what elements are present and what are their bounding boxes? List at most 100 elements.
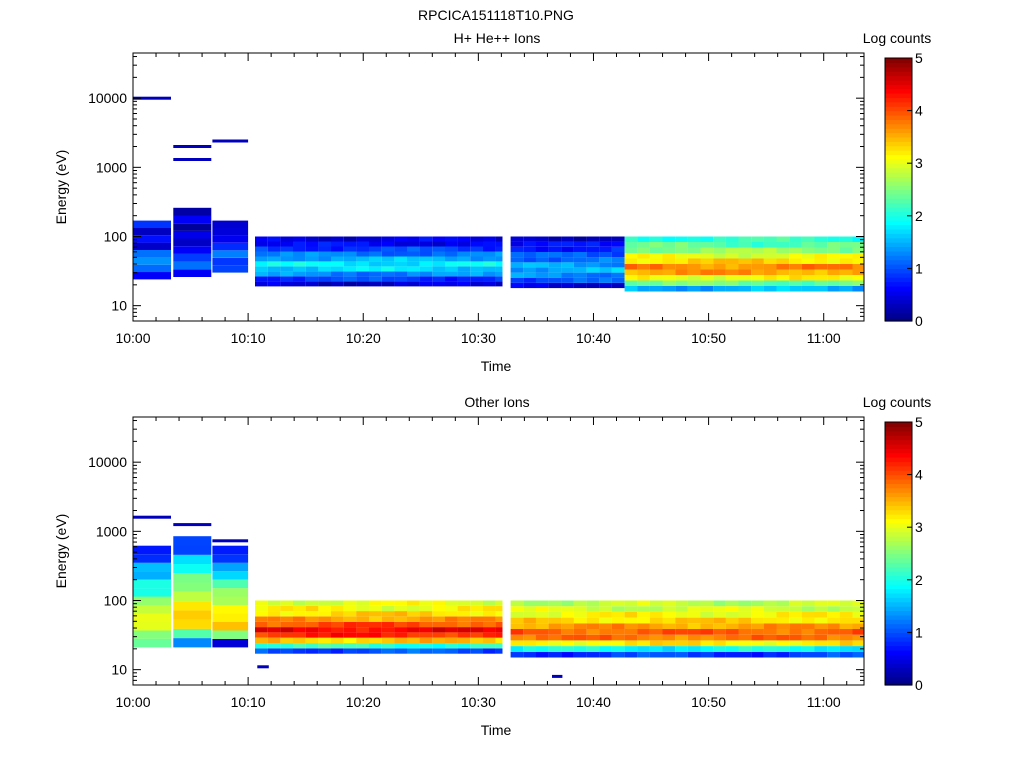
x-axis-label: Time [481,722,512,738]
heatmap-cell [523,623,536,629]
heatmap-cell [611,651,625,658]
heatmap-cell [839,236,853,242]
heatmap-cell [700,611,714,618]
heatmap-cell [637,617,650,624]
colorbar-step [885,671,912,677]
heatmap-cell [573,272,587,278]
colorbar-step [885,461,912,467]
heatmap-cell [343,648,357,654]
heatmap-cell [331,241,344,247]
heatmap-cell [318,276,331,282]
heatmap-cell [561,651,574,658]
heatmap-cell [599,241,612,247]
heatmap-cell [432,251,445,257]
heatmap-cell [331,605,344,612]
heatmap-cell [649,651,663,658]
heatmap-cell [280,271,294,277]
heatmap-cell [305,276,319,282]
heatmap-cell [535,262,549,268]
heatmap-cell [801,280,815,286]
heatmap-cell [738,634,752,641]
heatmap-cell [801,606,815,612]
heatmap-cell [318,632,331,638]
heatmap-cell [713,258,726,264]
heatmap-cell [675,286,688,292]
heatmap-cell [700,600,714,607]
heatmap-cell [611,257,625,263]
heatmap-cell [267,621,281,628]
heatmap-cell [662,275,676,281]
heatmap-cell [343,261,357,267]
heatmap-cell [738,600,752,607]
heatmap-cell [535,640,549,647]
heatmap-cell [457,276,471,282]
heatmap-cell [687,611,701,618]
heatmap-cell [445,236,458,242]
colorbar-step [885,474,912,480]
y-axis-ticks: 10 100 1000 10000 [88,56,864,317]
colorbar: 0 1 2 3 4 5 [884,414,923,693]
heatmap-cell [611,629,625,635]
heatmap-cell [687,247,701,253]
heatmap-cell [827,606,840,612]
heatmap-cell [611,646,625,652]
heatmap-cell [675,634,688,641]
x-tick-label: 10:20 [346,694,381,710]
heatmap-cell [394,605,407,612]
heatmap-cell [763,606,777,612]
heatmap-cell [675,646,688,652]
heatmap-cell [662,611,676,618]
heatmap-cell [637,286,650,292]
heatmap-cell [852,269,864,275]
heatmap-cell [343,251,357,257]
heatmap-cell [801,640,815,647]
heatmap-cell [510,257,524,263]
heatmap-cell [173,207,212,216]
heatmap-cell [839,646,853,652]
heatmap-cell [675,258,688,264]
heatmap-cell [801,236,815,242]
heatmap-cell [133,227,171,236]
plot-frame [132,52,865,322]
heatmap-cell [255,266,268,272]
heatmap-cell [548,236,562,242]
heatmap-cell [637,600,650,607]
heatmap-cell [331,611,344,617]
heatmap-cell [381,611,395,617]
heatmap-cell [369,621,382,628]
x-tick-label: 10:00 [115,330,150,346]
colorbar-step [885,514,912,520]
heatmap-cell [381,271,395,277]
heatmap-cell [789,280,802,286]
heatmap-cell [814,286,828,292]
heatmap-cell [407,266,420,272]
heatmap-cell [267,271,281,277]
heatmap-cell [751,651,764,658]
heatmap-cell [432,266,445,272]
heatmap-cell [599,651,612,658]
heatmap-cell [586,623,600,629]
heatmap-cell [827,286,840,292]
heatmap-cell [369,281,382,287]
heatmap-cell [173,591,212,602]
heatmap-cell [763,634,777,641]
heatmap-cell [586,241,600,247]
heatmap-cell [212,630,249,639]
y-axis-ticks: 10 100 1000 10000 [88,420,864,681]
colorbar-tick-label: 2 [915,208,923,224]
heatmap-cell [624,606,638,612]
heatmap-cell [687,629,701,635]
heatmap-cell [611,272,625,278]
heatmap-cell [839,651,853,658]
heatmap-cell [419,648,433,654]
colorbar-step [885,290,912,296]
colorbar-step [885,312,912,318]
heatmap-cell [445,266,458,272]
heatmap-cell [700,629,714,635]
heatmap-cell [573,629,587,635]
heatmap-cell [432,271,445,277]
heatmap-cell [852,242,864,248]
heatmap-cell [649,280,663,286]
heatmap-cell [255,271,268,277]
heatmap-cell [212,228,249,236]
